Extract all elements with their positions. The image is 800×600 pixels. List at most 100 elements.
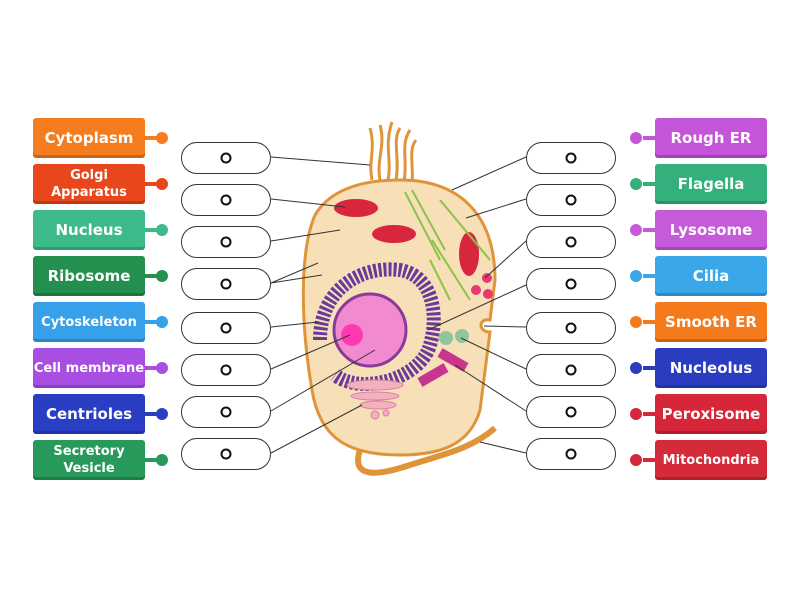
drop-zone[interactable]: [181, 438, 271, 470]
drag-handle[interactable]: [156, 270, 168, 282]
label-tile-ribosome[interactable]: Ribosome: [33, 256, 145, 296]
label-text: Cell membrane: [33, 360, 145, 376]
lysosome-icon: [471, 273, 493, 299]
golgi-icon: [346, 379, 404, 420]
drop-zone[interactable]: [181, 142, 271, 174]
label-tile-rough-er[interactable]: Rough ER: [655, 118, 767, 158]
drag-handle[interactable]: [630, 316, 642, 328]
label-text: Cytoskeleton: [41, 314, 137, 330]
connector-stem: [145, 228, 157, 232]
label-tile-cilia[interactable]: Cilia: [655, 256, 767, 296]
drag-handle[interactable]: [630, 408, 642, 420]
label-tile-smooth-er[interactable]: Smooth ER: [655, 302, 767, 342]
drop-zone[interactable]: [526, 354, 616, 386]
connector-stem: [145, 320, 157, 324]
drag-handle[interactable]: [156, 132, 168, 144]
label-tile-lysosome[interactable]: Lysosome: [655, 210, 767, 250]
label-text: Centrioles: [45, 404, 133, 423]
drop-zone[interactable]: [181, 354, 271, 386]
drag-handle[interactable]: [630, 362, 642, 374]
label-tile-secretory-vesicle[interactable]: Secretory Vesicle: [33, 440, 145, 480]
peroxisome-icon: [439, 329, 469, 345]
circle-icon: [220, 236, 232, 248]
connector-stem: [643, 136, 655, 140]
drag-handle[interactable]: [156, 224, 168, 236]
circle-icon: [565, 152, 577, 164]
mitochondrion-icon: [334, 199, 378, 217]
label-text: Golgi Apparatus: [51, 168, 127, 200]
circle-icon: [565, 364, 577, 376]
drop-zone[interactable]: [526, 268, 616, 300]
connector-stem: [145, 412, 157, 416]
connector-stem: [643, 366, 655, 370]
connector-lines: [270, 156, 527, 454]
label-tile-cytoskeleton[interactable]: Cytoskeleton: [33, 302, 145, 342]
circle-icon: [565, 322, 577, 334]
circle-icon: [220, 406, 232, 418]
nucleolus-icon: [341, 324, 363, 346]
connector-stem: [145, 136, 157, 140]
drop-zone[interactable]: [526, 184, 616, 216]
drag-handle[interactable]: [630, 132, 642, 144]
connector-stem: [643, 412, 655, 416]
label-tile-nucleolus[interactable]: Nucleolus: [655, 348, 767, 388]
label-tile-cell-membrane[interactable]: Cell membrane: [33, 348, 145, 388]
drop-zone[interactable]: [181, 312, 271, 344]
circle-icon: [565, 194, 577, 206]
label-text: Rough ER: [670, 128, 752, 147]
label-text: Lysosome: [669, 220, 753, 239]
drop-zone[interactable]: [526, 312, 616, 344]
drop-zone[interactable]: [526, 438, 616, 470]
circle-icon: [220, 322, 232, 334]
drop-zone[interactable]: [181, 226, 271, 258]
drop-zone[interactable]: [181, 268, 271, 300]
connector-stem: [145, 182, 157, 186]
cytoskeleton-icon: [404, 189, 491, 301]
label-tile-flagella[interactable]: Flagella: [655, 164, 767, 204]
drop-zone[interactable]: [526, 226, 616, 258]
label-tile-golgi-apparatus[interactable]: Golgi Apparatus: [33, 164, 145, 204]
drag-handle[interactable]: [630, 224, 642, 236]
drag-handle[interactable]: [156, 408, 168, 420]
drag-handle[interactable]: [630, 178, 642, 190]
centriole-icon: [417, 348, 469, 387]
drag-handle[interactable]: [156, 362, 168, 374]
drag-handle[interactable]: [156, 454, 168, 466]
label-tile-mitochondria[interactable]: Mitochondria: [655, 440, 767, 480]
label-tile-peroxisome[interactable]: Peroxisome: [655, 394, 767, 434]
circle-icon: [565, 278, 577, 290]
label-tile-cytoplasm[interactable]: Cytoplasm: [33, 118, 145, 158]
drag-handle[interactable]: [156, 316, 168, 328]
flagellum-icon: [355, 425, 497, 476]
drop-zone[interactable]: [181, 184, 271, 216]
drag-handle[interactable]: [630, 454, 642, 466]
circle-icon: [220, 448, 232, 460]
connector-stem: [643, 228, 655, 232]
drop-zone[interactable]: [526, 396, 616, 428]
circle-icon: [565, 448, 577, 460]
drop-zone[interactable]: [526, 142, 616, 174]
label-tile-centrioles[interactable]: Centrioles: [33, 394, 145, 434]
mitochondrion-icon: [372, 225, 416, 243]
circle-icon: [220, 364, 232, 376]
connector-stem: [643, 274, 655, 278]
connector-stem: [643, 320, 655, 324]
label-text: Cilia: [692, 266, 730, 285]
connector-stem: [145, 458, 157, 462]
drag-handle[interactable]: [156, 178, 168, 190]
label-text: Secretory Vesicle: [53, 444, 125, 476]
label-text: Nucleus: [55, 220, 123, 239]
label-text: Cytoplasm: [44, 128, 134, 147]
nucleus-icon: [332, 292, 408, 368]
drop-zone[interactable]: [181, 396, 271, 428]
label-text: Peroxisome: [661, 404, 761, 423]
circle-icon: [565, 236, 577, 248]
drag-handle[interactable]: [630, 270, 642, 282]
label-text: Nucleolus: [669, 358, 753, 377]
label-tile-nucleus[interactable]: Nucleus: [33, 210, 145, 250]
cilia-icon: [368, 121, 418, 185]
circle-icon: [565, 406, 577, 418]
label-text: Ribosome: [47, 266, 131, 285]
circle-icon: [220, 278, 232, 290]
